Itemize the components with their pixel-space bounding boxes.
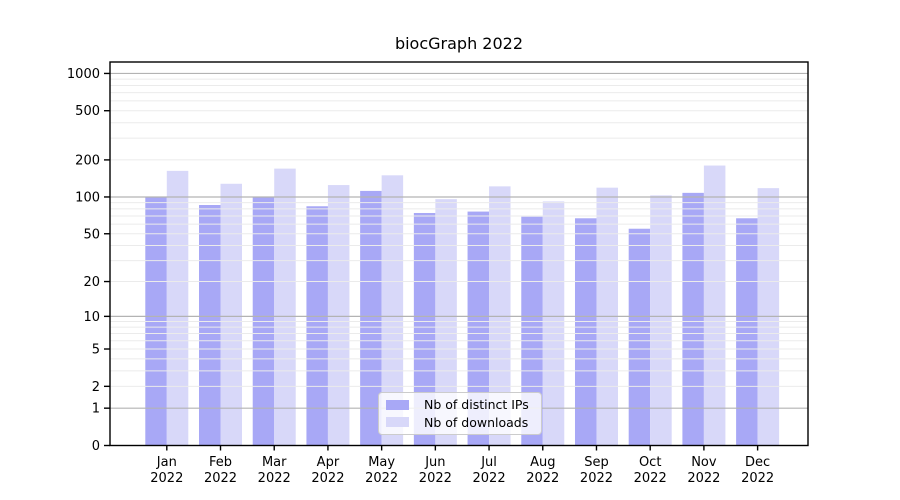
- x-tick-label-month: Jun: [424, 455, 445, 470]
- bar-jul-distinct-ips: [467, 211, 490, 446]
- bar-feb-distinct-ips: [199, 204, 221, 446]
- x-tick-label-month: Nov: [691, 455, 717, 470]
- x-tick-label-month: Oct: [639, 455, 661, 470]
- bar-dec-distinct-ips: [736, 218, 758, 446]
- y-tick-label: 1: [92, 402, 100, 417]
- y-tick-label: 1000: [67, 67, 100, 82]
- bar-jun-distinct-ips: [413, 212, 436, 446]
- x-tick-label-year: 2022: [150, 471, 183, 486]
- x-tick-label-month: Mar: [262, 455, 287, 470]
- x-tick-label-month: May: [368, 455, 395, 470]
- x-tick-label-year: 2022: [473, 471, 506, 486]
- x-tick-label-year: 2022: [687, 471, 720, 486]
- x-tick-label-year: 2022: [204, 471, 237, 486]
- x-tick-label-month: Aug: [530, 455, 555, 470]
- x-tick-label-month: Jul: [480, 455, 497, 470]
- x-tick-label-year: 2022: [634, 471, 667, 486]
- bar-mar-downloads: [274, 168, 296, 446]
- legend-label-distinct-ips: Nb of distinct IPs: [424, 397, 529, 413]
- x-tick-label-year: 2022: [419, 471, 452, 486]
- y-tick-label: 2: [92, 380, 100, 395]
- x-tick-label-year: 2022: [311, 471, 344, 486]
- x-tick-label-year: 2022: [741, 471, 774, 486]
- y-tick-label: 10: [83, 310, 100, 325]
- bar-may-distinct-ips: [360, 190, 382, 446]
- y-tick-label: 100: [75, 190, 100, 205]
- y-tick-label: 50: [83, 227, 100, 242]
- x-tick-label-month: Jan: [156, 455, 177, 470]
- y-tick-label: 5: [92, 343, 100, 358]
- x-tick-label-year: 2022: [526, 471, 559, 486]
- legend-swatch-distinct-ips: [386, 399, 409, 410]
- bar-oct-distinct-ips: [628, 228, 651, 446]
- bar-jan-downloads: [166, 170, 189, 446]
- legend-swatch-downloads: [386, 417, 409, 428]
- x-tick-label-month: Dec: [745, 455, 770, 470]
- chart-legend: Nb of distinct IPs Nb of downloads: [378, 392, 542, 435]
- y-tick-label: 20: [83, 275, 100, 290]
- x-tick-label-month: Feb: [209, 455, 232, 470]
- bar-feb-downloads: [220, 183, 243, 446]
- bar-may-downloads: [381, 175, 404, 446]
- bar-apr-distinct-ips: [306, 206, 328, 446]
- bar-sep-distinct-ips: [574, 218, 597, 446]
- y-tick-label: 200: [75, 153, 100, 168]
- chart-title: biocGraph 2022: [394, 34, 524, 53]
- legend-label-downloads: Nb of downloads: [424, 414, 529, 430]
- legend-item-distinct-ips: Nb of distinct IPs: [386, 397, 534, 412]
- y-tick-label: 0: [92, 439, 100, 454]
- bar-aug-distinct-ips: [521, 216, 543, 446]
- plot-frame: [109, 61, 809, 447]
- y-tick-label: 500: [75, 104, 100, 119]
- bar-apr-downloads: [327, 185, 350, 446]
- x-tick-label-year: 2022: [258, 471, 291, 486]
- x-tick-label-year: 2022: [580, 471, 613, 486]
- bar-oct-downloads: [650, 195, 672, 446]
- bar-aug-downloads: [542, 201, 565, 446]
- x-tick-label-year: 2022: [365, 471, 398, 486]
- x-tick-label-month: Apr: [317, 455, 340, 470]
- bar-nov-downloads: [703, 165, 726, 446]
- bar-nov-distinct-ips: [682, 192, 704, 446]
- x-tick-label-month: Sep: [584, 455, 609, 470]
- legend-item-downloads: Nb of downloads: [386, 415, 534, 430]
